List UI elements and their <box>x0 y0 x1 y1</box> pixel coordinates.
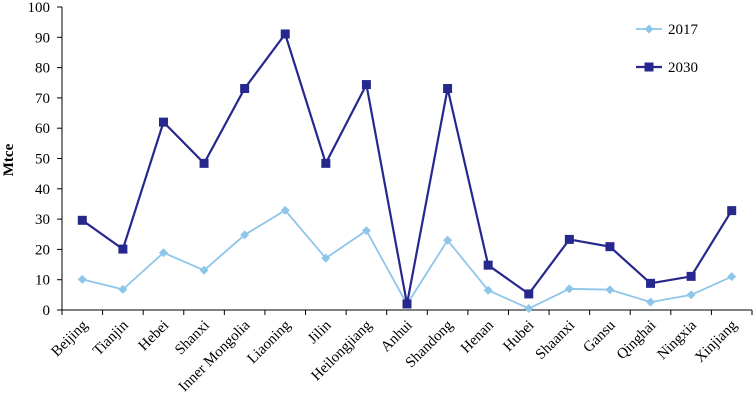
data-point <box>565 235 574 244</box>
x-tick-label: Tianjin <box>90 317 132 359</box>
data-point <box>321 159 330 168</box>
x-tick-label: Qinghai <box>614 318 659 363</box>
y-tick-label: 20 <box>35 242 50 258</box>
y-tick-label: 10 <box>35 273 50 289</box>
data-point <box>484 261 493 270</box>
x-tick-label: Anhui <box>378 318 416 356</box>
x-tick-label: Beijing <box>49 317 92 360</box>
series-layer <box>78 29 736 313</box>
x-tick-label: Hubei <box>500 318 537 355</box>
data-point <box>524 289 533 298</box>
y-tick-label: 80 <box>35 61 50 77</box>
legend-marker <box>645 63 654 72</box>
legend-marker <box>645 25 654 34</box>
data-point <box>78 216 87 225</box>
axes <box>62 7 752 310</box>
x-tick-label: Xinjiang <box>692 317 741 366</box>
y-axis-ticks: 0 10 20 30 40 50 60 70 80 90 100 <box>28 0 63 319</box>
x-tick-label: Liaoning <box>244 317 294 367</box>
data-point <box>687 272 696 281</box>
x-tick-label: Shaanxi <box>533 318 578 363</box>
data-point <box>565 284 574 293</box>
legend-item: 2017 <box>636 22 699 38</box>
x-tick-label: Jilin <box>305 317 335 347</box>
series-line <box>82 210 731 308</box>
legend: 2017 2030 <box>636 22 699 76</box>
y-tick-label: 0 <box>43 303 51 319</box>
series-line <box>82 34 731 304</box>
y-tick-label: 50 <box>35 152 50 168</box>
legend-label: 2017 <box>668 22 699 38</box>
y-tick-label: 60 <box>35 121 50 137</box>
y-tick-label: 90 <box>35 30 50 46</box>
data-point <box>443 84 452 93</box>
data-point <box>118 245 127 254</box>
x-tick-label: Inner Mongolia <box>176 317 254 395</box>
data-point <box>524 304 533 313</box>
data-point <box>605 242 614 251</box>
data-point <box>362 80 371 89</box>
data-point <box>403 299 412 308</box>
x-tick-label: Gansu <box>580 317 619 356</box>
data-point <box>727 206 736 215</box>
y-tick-label: 40 <box>35 182 50 198</box>
series-2017 <box>78 206 736 313</box>
x-tick-label: Henan <box>458 317 497 356</box>
y-axis-label: Mtce <box>1 143 17 176</box>
data-point <box>687 290 696 299</box>
legend-label: 2030 <box>668 60 698 76</box>
x-tick-label: Hebei <box>136 318 173 355</box>
y-tick-label: 30 <box>35 212 50 228</box>
data-point <box>78 275 87 284</box>
data-point <box>646 279 655 288</box>
series-2030 <box>78 29 736 308</box>
data-point <box>281 29 290 38</box>
data-point <box>605 285 614 294</box>
y-tick-label: 100 <box>28 0 51 16</box>
data-point <box>200 159 209 168</box>
data-point <box>727 272 736 281</box>
data-point <box>159 118 168 127</box>
data-point <box>240 84 249 93</box>
data-point <box>646 298 655 307</box>
y-tick-label: 70 <box>35 91 50 107</box>
legend-item: 2030 <box>636 60 698 76</box>
